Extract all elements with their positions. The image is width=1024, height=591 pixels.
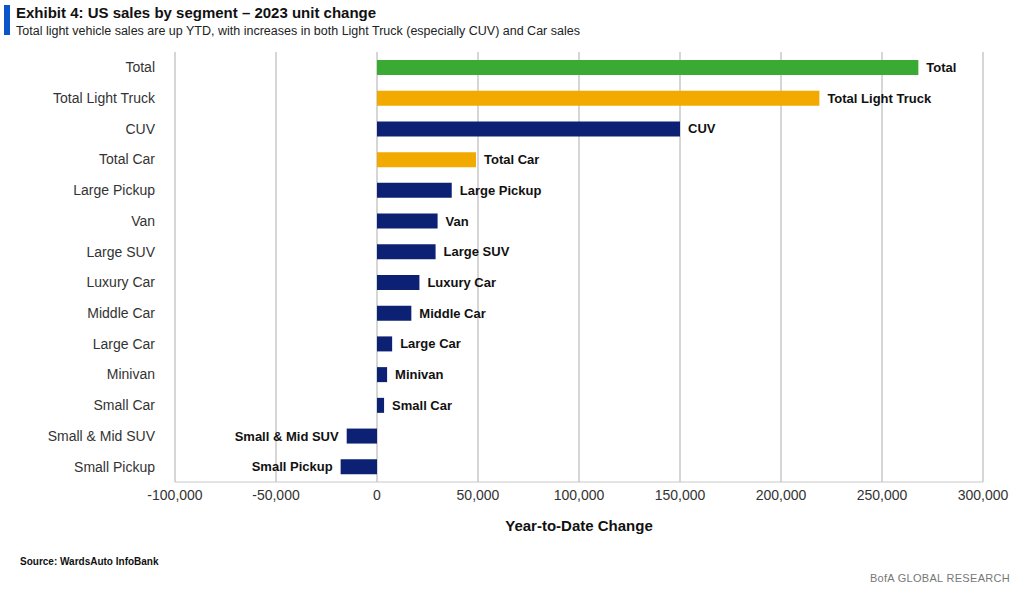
svg-text:Middle Car: Middle Car [419, 306, 485, 321]
svg-text:Middle Car: Middle Car [87, 305, 155, 321]
html-text:Source: WardsAuto InfoBank: Source: WardsAuto InfoBank [20, 556, 159, 567]
svg-text:50,000: 50,000 [457, 487, 500, 503]
svg-text:Large Car: Large Car [93, 336, 156, 352]
svg-text:Total Light Truck: Total Light Truck [53, 90, 156, 106]
svg-text:Large Car: Large Car [400, 336, 461, 351]
svg-text:200,000: 200,000 [756, 487, 807, 503]
html-text:Exhibit 4: US sales by segment: Exhibit 4: US sales by segment – 2023 un… [16, 4, 377, 21]
svg-text:Large Pickup: Large Pickup [460, 183, 542, 198]
svg-text:CUV: CUV [688, 121, 716, 136]
svg-text:Luxury Car: Luxury Car [427, 275, 496, 290]
svg-text:Large SUV: Large SUV [87, 244, 156, 260]
svg-text:250,000: 250,000 [857, 487, 908, 503]
svg-text:Total Car: Total Car [484, 152, 539, 167]
html-text:BofA GLOBAL RESEARCH: BofA GLOBAL RESEARCH [869, 572, 1010, 584]
svg-text:Small & Mid SUV: Small & Mid SUV [235, 429, 339, 444]
svg-text:Luxury Car: Luxury Car [87, 274, 156, 290]
svg-text:Total Car: Total Car [99, 151, 155, 167]
svg-text:300,000: 300,000 [958, 487, 1009, 503]
svg-text:Large Pickup: Large Pickup [73, 182, 155, 198]
svg-text:Small Car: Small Car [94, 397, 156, 413]
svg-text:Large SUV: Large SUV [444, 244, 510, 259]
svg-text:Year-to-Date Change: Year-to-Date Change [505, 517, 653, 534]
svg-text:Small Pickup: Small Pickup [74, 459, 155, 475]
svg-text:Total: Total [125, 59, 155, 75]
svg-text:Small Car: Small Car [392, 398, 452, 413]
svg-text:Small Pickup: Small Pickup [252, 459, 333, 474]
svg-text:Small & Mid SUV: Small & Mid SUV [48, 428, 156, 444]
svg-text:-50,000: -50,000 [252, 487, 300, 503]
svg-text:Total Light Truck: Total Light Truck [827, 91, 932, 106]
svg-text:-100,000: -100,000 [147, 487, 202, 503]
svg-text:Minivan: Minivan [395, 367, 443, 382]
html-text:Total light vehicle sales are: Total light vehicle sales are up YTD, wi… [16, 24, 580, 38]
svg-text:Total: Total [926, 60, 956, 75]
svg-text:Minivan: Minivan [107, 366, 155, 382]
svg-text:Van: Van [446, 214, 469, 229]
svg-text:100,000: 100,000 [554, 487, 605, 503]
svg-text:CUV: CUV [125, 121, 155, 137]
svg-text:Van: Van [131, 213, 155, 229]
svg-text:0: 0 [373, 487, 381, 503]
svg-text:150,000: 150,000 [655, 487, 706, 503]
